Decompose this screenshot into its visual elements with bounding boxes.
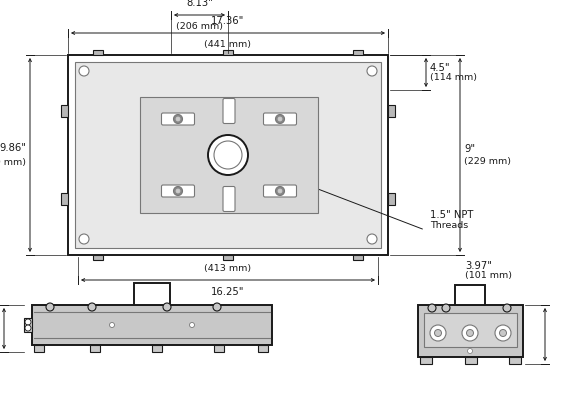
Circle shape (466, 329, 474, 336)
Circle shape (275, 186, 284, 195)
Circle shape (79, 66, 89, 76)
FancyBboxPatch shape (223, 98, 235, 123)
Bar (152, 345, 162, 352)
Text: (441 mm): (441 mm) (204, 40, 252, 49)
Bar (424, 313, 517, 347)
Bar (61, 193, 68, 205)
Bar (61, 105, 68, 117)
Circle shape (462, 325, 478, 341)
Circle shape (467, 349, 473, 353)
Circle shape (88, 303, 96, 311)
Circle shape (176, 117, 180, 121)
Bar (24, 318, 32, 332)
Text: 16.25": 16.25" (211, 287, 245, 297)
Text: (206 mm): (206 mm) (176, 22, 223, 31)
Circle shape (189, 323, 194, 327)
Bar (34, 345, 44, 352)
Bar (223, 50, 233, 55)
Circle shape (163, 303, 171, 311)
Bar (420, 357, 432, 364)
Circle shape (25, 325, 31, 331)
Text: 9": 9" (464, 144, 475, 154)
Circle shape (278, 117, 282, 121)
Circle shape (208, 135, 248, 175)
FancyBboxPatch shape (264, 185, 297, 197)
Circle shape (174, 115, 182, 123)
Circle shape (275, 115, 284, 123)
Circle shape (174, 186, 182, 195)
Bar (75, 62, 381, 248)
Bar (214, 345, 224, 352)
Bar (90, 345, 100, 352)
FancyBboxPatch shape (264, 113, 297, 125)
Bar (388, 193, 395, 205)
Circle shape (25, 319, 31, 325)
Circle shape (428, 304, 436, 312)
Text: (250 mm): (250 mm) (0, 158, 26, 167)
Circle shape (500, 329, 507, 336)
Bar (455, 285, 485, 305)
Bar (93, 50, 103, 55)
Bar (258, 345, 268, 352)
Circle shape (214, 141, 242, 169)
Bar (140, 97, 318, 213)
Bar (388, 105, 395, 117)
Bar (32, 305, 272, 345)
Circle shape (434, 329, 441, 336)
Bar (134, 283, 170, 305)
Circle shape (367, 234, 377, 244)
Text: (114 mm): (114 mm) (430, 73, 477, 82)
Text: 3.97": 3.97" (465, 261, 492, 271)
Circle shape (176, 189, 180, 193)
Text: Threads: Threads (430, 221, 469, 230)
Text: 17.36": 17.36" (211, 16, 245, 26)
Bar (353, 50, 363, 55)
Text: 9.86": 9.86" (0, 143, 26, 153)
Text: 4.5": 4.5" (430, 63, 451, 72)
Bar (93, 255, 103, 260)
Text: 1.5" NPT: 1.5" NPT (430, 210, 473, 220)
Text: (413 mm): (413 mm) (204, 264, 252, 273)
Circle shape (442, 304, 450, 312)
Circle shape (79, 234, 89, 244)
Circle shape (278, 189, 282, 193)
Circle shape (46, 303, 54, 311)
FancyBboxPatch shape (223, 186, 235, 212)
Bar (418, 305, 523, 357)
Circle shape (495, 325, 511, 341)
Text: 8.13": 8.13" (186, 0, 213, 8)
Bar (68, 55, 388, 255)
Bar (353, 255, 363, 260)
FancyBboxPatch shape (162, 113, 194, 125)
Circle shape (213, 303, 221, 311)
FancyBboxPatch shape (162, 185, 194, 197)
Bar (465, 357, 477, 364)
Text: (229 mm): (229 mm) (464, 156, 511, 165)
Bar (509, 357, 521, 364)
Circle shape (430, 325, 446, 341)
Circle shape (110, 323, 114, 327)
Text: (101 mm): (101 mm) (465, 271, 512, 280)
Bar (223, 255, 233, 260)
Circle shape (503, 304, 511, 312)
Circle shape (367, 66, 377, 76)
